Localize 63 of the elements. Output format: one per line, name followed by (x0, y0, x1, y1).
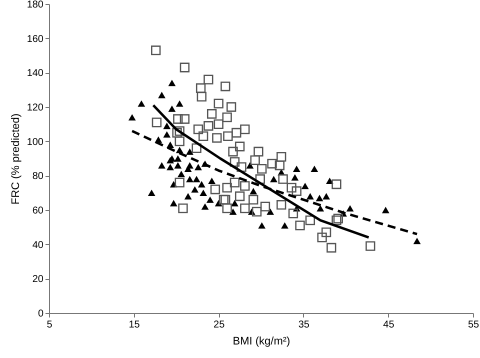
point (168, 106, 176, 112)
point (174, 155, 182, 162)
point (176, 100, 184, 107)
point (158, 162, 166, 169)
point (186, 148, 194, 155)
point (291, 174, 299, 181)
y-tick-label: 100 (26, 136, 44, 148)
point (258, 222, 266, 229)
point (166, 164, 174, 170)
point (200, 190, 208, 196)
y-tick-label: 40 (32, 240, 44, 251)
x-tick-label: 15 (128, 320, 140, 330)
point (382, 206, 390, 214)
point (322, 193, 330, 200)
point (163, 122, 171, 130)
point (316, 205, 324, 212)
point (191, 186, 199, 193)
y-tick-label: 20 (32, 274, 44, 286)
point (184, 193, 192, 200)
point (198, 181, 206, 188)
point (310, 166, 318, 172)
x-tick-label: 25 (214, 320, 226, 330)
point (138, 100, 146, 107)
point (292, 166, 300, 172)
x-tick-label: 5 (46, 320, 53, 330)
y-tick-label: 80 (32, 171, 44, 182)
point (208, 178, 216, 184)
point (231, 200, 238, 206)
point (229, 208, 237, 215)
point (250, 188, 258, 194)
point (158, 92, 166, 98)
point (301, 182, 309, 190)
y-tick-label: 120 (26, 102, 44, 114)
x-tick-label: 45 (383, 320, 395, 330)
point (192, 176, 200, 182)
y-tick-label: 0 (38, 308, 44, 320)
point (266, 208, 274, 215)
point (170, 200, 178, 206)
point (194, 164, 202, 170)
point (413, 238, 421, 244)
x-axis-title: BMI (kg/m²) (232, 336, 290, 348)
point (174, 162, 182, 169)
x-tick-label: 35 (298, 320, 310, 330)
point (148, 190, 156, 196)
x-tick-label: 55 (468, 320, 480, 330)
point (128, 114, 136, 121)
point (201, 203, 209, 210)
point (281, 222, 288, 229)
point (186, 176, 194, 182)
point (316, 194, 324, 202)
point (178, 170, 185, 178)
y-tick-label: 140 (26, 68, 44, 80)
point (163, 131, 171, 138)
y-tick-label: 180 (26, 0, 44, 10)
point (206, 196, 214, 203)
point (184, 166, 192, 172)
point (306, 193, 314, 200)
point (346, 205, 354, 212)
point (270, 176, 278, 182)
point (168, 80, 176, 86)
y-axis-title: FRC (% predicted) (10, 113, 22, 205)
y-tick-label: 160 (26, 34, 44, 45)
y-tick-label: 60 (32, 206, 44, 216)
